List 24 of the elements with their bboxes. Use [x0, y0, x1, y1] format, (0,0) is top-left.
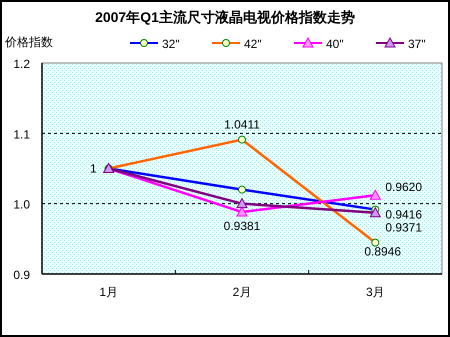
point	[370, 190, 381, 200]
point	[236, 198, 248, 208]
y-tick-label: 1.2	[13, 57, 30, 71]
x-tick-label: 3月	[366, 285, 385, 299]
legend-label: 42"	[244, 37, 262, 51]
data-label: 0.9371	[385, 220, 422, 235]
point	[236, 206, 248, 217]
x-tick-label: 1月	[99, 285, 118, 299]
data-label: 1	[90, 162, 97, 176]
y-tick-label: 1.1	[13, 127, 30, 142]
chart-title: 2007年Q1主流尺寸液晶电视价格指数走势	[95, 9, 355, 25]
data-label: 0.9416	[385, 208, 422, 222]
y-axis-title: 价格指数	[4, 35, 53, 49]
legend-label: 40"	[326, 37, 344, 51]
x-tick-label: 2月	[232, 285, 252, 299]
data-label: 0.8946	[364, 244, 402, 259]
y-tick-label: 1.0	[13, 198, 30, 212]
point	[370, 207, 381, 218]
data-label: 1.0411	[224, 118, 260, 132]
data-label: 0.9620	[385, 180, 422, 194]
legend-label: 37"	[408, 37, 426, 51]
legend-label: 32"	[162, 37, 180, 51]
data-label: 0.9381	[224, 219, 261, 234]
y-tick-label: 0.9	[13, 268, 30, 282]
